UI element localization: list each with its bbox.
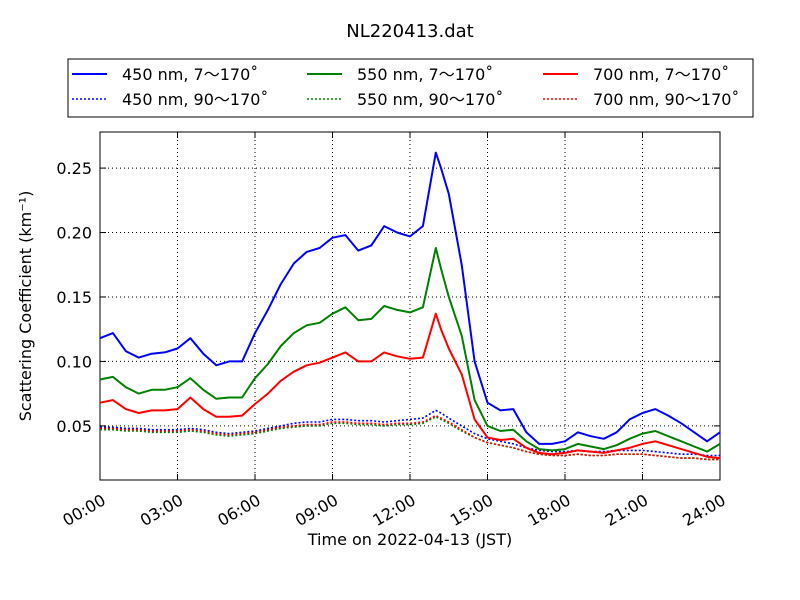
legend-label: 450 nm, 90～170˚ xyxy=(122,90,268,109)
series-group xyxy=(99,151,721,461)
x-axis-label: Time on 2022-04-13 (JST) xyxy=(307,530,512,549)
series-line xyxy=(100,414,720,461)
legend-label: 700 nm, 7～170˚ xyxy=(593,65,729,84)
y-tick-labels: 0.05 0.10 0.15 0.20 0.25 xyxy=(56,159,92,436)
legend: 450 nm, 7～170˚ 450 nm, 90～170˚ 550 nm, 7～1… xyxy=(67,58,754,118)
y-tick-label: 0.10 xyxy=(56,352,92,371)
y-tick-label: 0.15 xyxy=(56,288,92,307)
series-line xyxy=(99,247,721,453)
y-tick-label: 0.20 xyxy=(56,224,92,243)
series-line xyxy=(99,151,721,445)
series-line xyxy=(99,312,721,460)
grid xyxy=(100,132,720,480)
y-tick-label: 0.25 xyxy=(56,159,92,178)
series-line xyxy=(100,416,720,461)
plot-frame xyxy=(99,131,721,481)
series-line xyxy=(100,409,720,457)
legend-label: 450 nm, 7～170˚ xyxy=(122,65,258,84)
chart-title: NL220413.dat xyxy=(346,21,473,42)
legend-items: 450 nm, 7～170˚ 450 nm, 90～170˚ 550 nm, 7～1… xyxy=(72,65,739,109)
y-axis-label: Scattering Coefficient (km⁻¹) xyxy=(16,191,35,422)
legend-label: 550 nm, 7～170˚ xyxy=(357,65,493,84)
legend-label: 550 nm, 90～170˚ xyxy=(357,90,503,109)
legend-label: 700 nm, 90～170˚ xyxy=(593,90,739,109)
y-tick-label: 0.05 xyxy=(56,417,92,436)
plot-area: 00:00 03:00 06:00 09:00 12:00 15:00 18:00 21:00… xyxy=(56,131,729,530)
legend-frame xyxy=(67,58,754,118)
tick-marks xyxy=(99,132,721,480)
